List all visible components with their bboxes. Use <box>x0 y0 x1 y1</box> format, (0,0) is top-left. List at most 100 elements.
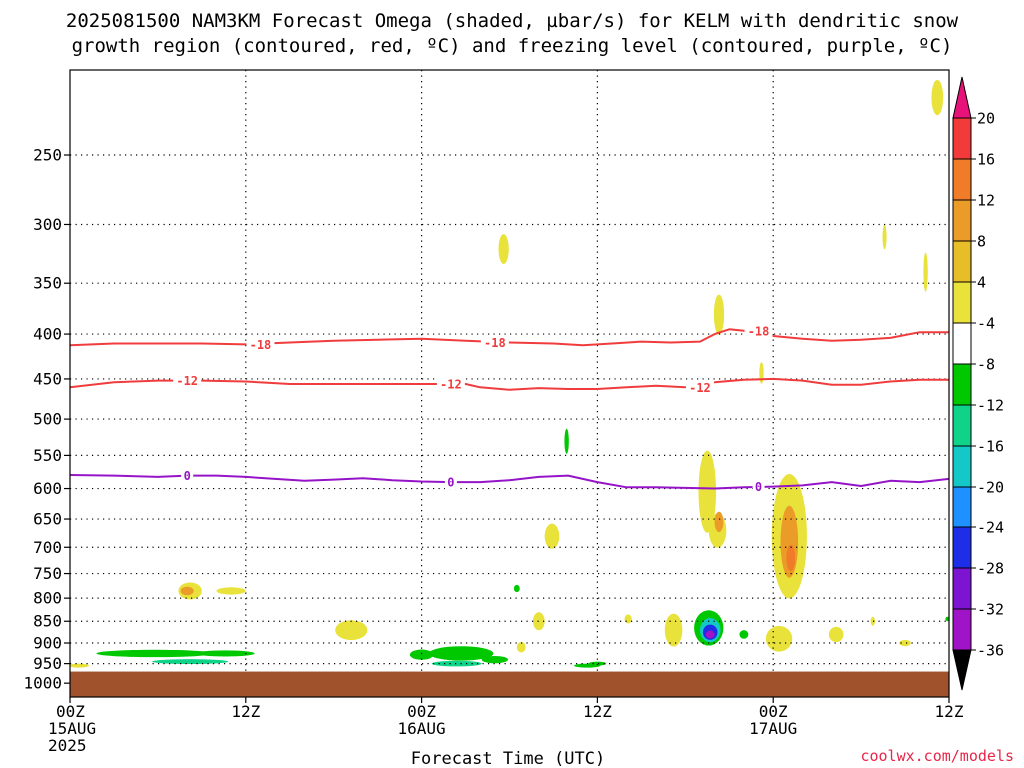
pressure-axis: 250 300 350 400 450 500 550 600 650 700 750 800 850 9… <box>23 146 70 693</box>
omega-region-36 <box>882 224 887 250</box>
colorbar-swatch-12 <box>952 608 972 651</box>
contour-line-1 <box>70 377 949 391</box>
omega-region-37 <box>923 252 928 292</box>
y-tick-label-800: 800 <box>33 589 62 608</box>
contour-label-bg-2-0 <box>181 468 194 483</box>
colorbar-label-2: 12 <box>977 192 995 210</box>
contour-line-2 <box>70 474 949 490</box>
omega-region-12 <box>498 234 509 264</box>
contour-label-2-0: 0 <box>184 469 191 483</box>
colorbar-label-13: -36 <box>977 642 1004 660</box>
colorbar-swatch-11 <box>952 567 972 610</box>
omega-region-39 <box>899 639 911 647</box>
contour-label-bg-1-2 <box>685 380 714 395</box>
x-axis-label: Forecast Time (UTC) <box>411 749 605 768</box>
colorbar-label-10: -24 <box>977 519 1004 537</box>
y-tick-label-300: 300 <box>33 215 62 234</box>
omega-region-22 <box>714 511 724 533</box>
contour-label-bg-1-1 <box>436 376 465 391</box>
omega-region-2 <box>152 659 229 665</box>
y-tick-label-550: 550 <box>33 446 62 465</box>
credit-link[interactable]: coolwx.com/models <box>860 747 1014 765</box>
contour-label-bg-0-0 <box>246 337 275 352</box>
contour-label-0-0: -18 <box>250 338 272 352</box>
omega-region-33 <box>765 625 793 652</box>
y-tick-label-950: 950 <box>33 654 62 673</box>
x-tick-label-0-1: 00Z <box>56 702 85 721</box>
colorbar-swatch-2 <box>952 199 972 242</box>
omega-region-5 <box>216 587 246 595</box>
colorbar-swatch-9 <box>952 486 972 528</box>
contour-label-1-0: -12 <box>176 374 198 388</box>
y-tick-label-250: 250 <box>33 146 62 165</box>
omega-region-27 <box>705 630 715 639</box>
colorbar-swatch-0 <box>952 117 972 160</box>
omega-region-1 <box>195 650 255 657</box>
contour-label-bg-0-1 <box>480 335 509 350</box>
contour-layer: -18 -18 -18 -12 -12 -12 0 0 0 <box>70 324 949 494</box>
chart-title-line-1: 2025081500 NAM3KM Forecast Omega (shaded… <box>66 10 959 32</box>
contour-line-0 <box>70 328 949 347</box>
omega-region-0 <box>96 649 214 658</box>
contour-label-2-2: 0 <box>755 480 762 494</box>
colorbar-swatch-1 <box>952 158 972 201</box>
x-tick-label-0-2: 15AUG <box>48 719 96 738</box>
omega-region-6 <box>335 620 368 640</box>
contour-label-bg-0-2 <box>744 324 773 339</box>
omega-region-8 <box>409 649 434 660</box>
colorbar-legend: 20 16 12 8 4 -4 -8 -12 -16 -20 -24 -28 -32 -36 <box>952 76 1004 691</box>
contour-label-1-1: -12 <box>440 377 462 391</box>
colorbar-label-9: -20 <box>977 479 1004 497</box>
omega-shading-layer <box>70 79 949 668</box>
omega-region-29 <box>759 362 764 384</box>
omega-region-42 <box>588 661 607 666</box>
y-tick-label-900: 900 <box>33 634 62 653</box>
omega-region-23 <box>713 294 725 335</box>
colorbar-swatch-3 <box>952 240 972 283</box>
colorbar-swatch-10 <box>952 526 972 569</box>
colorbar-swatch-7 <box>952 404 972 447</box>
x-tick-label-36-1: 12Z <box>583 702 612 721</box>
contour-label-1-2: -12 <box>689 381 711 395</box>
y-tick-label-850: 850 <box>33 612 62 631</box>
omega-region-19 <box>664 613 683 647</box>
y-tick-label-400: 400 <box>33 325 62 344</box>
chart-title-line-2: growth region (contoured, red, ºC) and f… <box>72 35 953 57</box>
x-tick-label-12-1: 12Z <box>231 702 260 721</box>
omega-region-28 <box>739 630 749 639</box>
omega-region-32 <box>786 544 796 572</box>
omega-region-4 <box>180 586 194 596</box>
x-tick-label-0-3: 2025 <box>48 736 87 755</box>
omega-region-16 <box>513 584 520 593</box>
omega-region-38 <box>931 79 944 116</box>
omega-region-10 <box>431 660 482 667</box>
colorbar-label-3: 8 <box>977 233 986 251</box>
omega-region-13 <box>564 428 569 454</box>
colorbar-label-0: 20 <box>977 110 995 128</box>
plot-border <box>69 69 950 698</box>
x-tick-label-48-1: 00Z <box>759 702 788 721</box>
colorbar-label-5: -4 <box>977 315 995 333</box>
omega-region-35 <box>870 616 876 626</box>
colorbar-swatch-5 <box>952 322 972 365</box>
colorbar-label-7: -12 <box>977 397 1004 415</box>
contour-label-bg-2-2 <box>752 479 765 494</box>
omega-region-18 <box>624 614 632 624</box>
omega-region-11 <box>516 641 526 653</box>
contour-label-0-1: -18 <box>484 336 506 350</box>
colorbar-swatch-6 <box>952 363 972 406</box>
colorbar-label-12: -32 <box>977 601 1004 619</box>
y-tick-label-600: 600 <box>33 479 62 498</box>
colorbar-label-4: 4 <box>977 274 986 292</box>
contour-label-0-2: -18 <box>748 325 770 339</box>
x-tick-label-60-1: 12Z <box>935 702 964 721</box>
omega-region-40 <box>945 616 949 622</box>
colorbar-top-arrow <box>952 76 972 119</box>
y-tick-label-700: 700 <box>33 538 62 557</box>
x-tick-label-48-2: 17AUG <box>749 719 797 738</box>
colorbar-bottom-arrow <box>952 649 972 691</box>
plot-area: -18 -18 -18 -12 -12 -12 0 0 0 <box>70 70 949 697</box>
omega-region-14 <box>544 523 560 549</box>
omega-region-9 <box>481 655 509 664</box>
